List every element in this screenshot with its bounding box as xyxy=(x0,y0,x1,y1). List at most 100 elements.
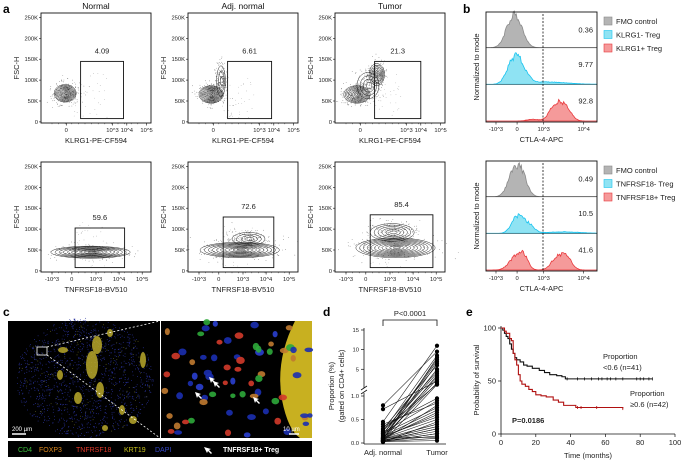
cell xyxy=(234,332,244,339)
x-axis-label: KLRG1-PE-CF594 xyxy=(65,136,127,145)
event-dot xyxy=(361,84,363,86)
dapi-dot xyxy=(45,356,47,358)
dapi-dot xyxy=(117,396,119,397)
cell xyxy=(285,325,293,331)
event-dot xyxy=(359,69,361,71)
event-dot xyxy=(457,252,459,254)
dapi-dot xyxy=(110,361,112,363)
event-dot xyxy=(365,87,367,89)
event-dot xyxy=(396,74,397,75)
event-dot xyxy=(275,244,276,246)
event-dot xyxy=(368,97,370,98)
dapi-dot xyxy=(41,384,43,385)
dapi-dot xyxy=(132,371,134,373)
dapi-dot xyxy=(40,411,42,413)
dapi-dot xyxy=(89,382,91,384)
dapi-dot xyxy=(99,364,101,366)
dapi-dot xyxy=(60,359,62,361)
tick-label: 10^5 xyxy=(136,277,148,283)
event-dot xyxy=(80,233,82,234)
event-dot xyxy=(384,231,386,233)
tick-label: 150K xyxy=(318,206,332,212)
dapi-dot xyxy=(70,322,72,324)
dapi-dot xyxy=(109,364,111,366)
dapi-dot xyxy=(71,416,73,418)
event-dot xyxy=(376,70,378,72)
pair-line xyxy=(382,373,438,434)
event-dot xyxy=(372,71,374,73)
cell xyxy=(234,366,242,372)
data-point-tumor xyxy=(434,349,440,354)
dapi-dot xyxy=(80,408,82,410)
event-dot xyxy=(377,74,379,76)
dapi-dot xyxy=(90,332,92,334)
dapi-dot xyxy=(56,382,57,384)
dapi-dot xyxy=(55,375,57,377)
event-dot xyxy=(104,265,105,267)
dapi-dot xyxy=(63,410,65,411)
dapi-dot xyxy=(53,386,55,388)
event-dot xyxy=(418,244,420,245)
dapi-dot xyxy=(57,421,59,423)
dapi-dot xyxy=(148,367,150,369)
dapi-dot xyxy=(111,430,113,432)
dapi-dot xyxy=(57,399,59,401)
dapi-dot xyxy=(75,414,77,416)
event-dot xyxy=(341,102,343,104)
event-dot xyxy=(79,250,80,252)
event-dot xyxy=(248,99,250,100)
dapi-dot xyxy=(35,415,37,417)
dapi-dot xyxy=(18,362,20,364)
dapi-dot xyxy=(114,385,115,386)
dapi-dot xyxy=(149,390,151,391)
event-dot xyxy=(381,83,382,85)
dapi-dot xyxy=(64,358,66,359)
event-dot xyxy=(344,102,346,104)
event-dot xyxy=(99,85,101,87)
dapi-dot xyxy=(86,342,88,344)
tick-label: 0 xyxy=(35,269,38,275)
y-axis-label-2: (gated on CD4+ cells) xyxy=(337,349,346,422)
event-dot xyxy=(382,94,384,96)
pair-line xyxy=(382,428,438,441)
dapi-dot xyxy=(141,387,143,389)
dapi-dot xyxy=(108,337,110,339)
event-dot xyxy=(367,83,368,85)
dapi-dot xyxy=(80,415,82,417)
dapi-dot xyxy=(36,367,38,368)
event-dot xyxy=(202,101,203,103)
dapi-dot xyxy=(105,405,107,407)
dapi-dot xyxy=(132,361,134,363)
dapi-dot xyxy=(48,378,50,380)
dapi-dot xyxy=(55,362,57,364)
event-dot xyxy=(376,90,378,91)
dapi-dot xyxy=(105,395,107,397)
krt19-region xyxy=(74,392,82,404)
tick-label: 50K xyxy=(322,99,332,105)
event-dot xyxy=(378,94,379,96)
event-dot xyxy=(350,95,352,96)
dapi-dot xyxy=(111,382,113,384)
dapi-dot xyxy=(79,331,81,333)
event-dot xyxy=(247,263,248,265)
dapi-dot xyxy=(95,393,96,395)
event-dot xyxy=(246,230,248,232)
dapi-dot xyxy=(145,384,146,386)
dapi-dot xyxy=(128,377,129,379)
event-dot xyxy=(377,78,379,79)
event-dot xyxy=(199,88,200,89)
dapi-dot xyxy=(111,412,113,414)
event-dot xyxy=(219,87,221,88)
y-axis-label: FSC-H xyxy=(306,57,315,80)
dapi-dot xyxy=(47,340,49,342)
x-axis-label: TNFRSF18-BV510 xyxy=(65,285,128,294)
krt19-region xyxy=(58,347,68,353)
event-dot xyxy=(372,225,373,227)
dapi-dot xyxy=(152,380,154,382)
cell xyxy=(272,330,278,338)
dapi-dot xyxy=(24,381,26,383)
dapi-dot xyxy=(131,397,133,399)
data-point-tumor xyxy=(434,410,440,415)
dapi-dot xyxy=(79,410,81,411)
